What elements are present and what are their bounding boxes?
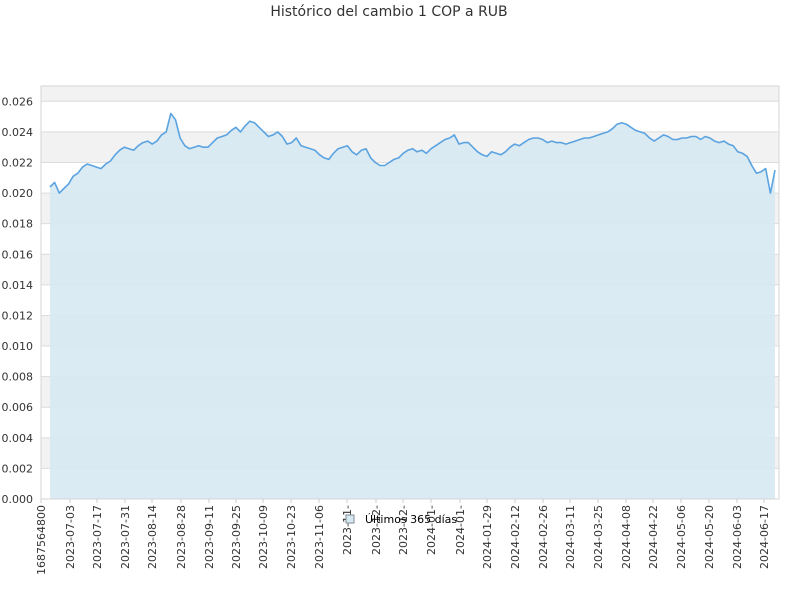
x-tick-label: 2024-04-22 [647, 505, 660, 569]
x-tick-label: 2024-05-06 [675, 505, 688, 569]
chart-title: Histórico del cambio 1 COP a RUB [270, 4, 507, 20]
y-tick-label: 0.016 [2, 248, 34, 261]
series-area-fill [50, 113, 775, 499]
x-axis: 1687564800 2023-07-03 2023-07-17 2023-07-31… [35, 499, 771, 575]
y-tick-label: 0.020 [2, 187, 34, 200]
x-tick-label: 2024-06-03 [731, 505, 744, 569]
x-tick-label: 2024-01- [425, 505, 438, 555]
y-tick-label: 0.022 [2, 156, 34, 169]
x-tick-label: 1687564800 [35, 505, 48, 575]
x-tick-label: 2023-10-09 [257, 505, 270, 569]
series-line [49, 112, 776, 194]
x-tick-label: 2023-08-14 [146, 505, 159, 569]
x-tick-label: 2024-01-29 [481, 505, 494, 569]
x-tick-label: 2024-04-08 [620, 505, 633, 569]
y-tick-label: 0.008 [2, 371, 34, 384]
x-tick-label: 2023-07-17 [91, 505, 104, 569]
x-tick-label: 2024-01- [454, 505, 467, 555]
x-tick-label: 2024-03-11 [564, 505, 577, 569]
x-tick-label: 2024-06-17 [758, 505, 771, 569]
x-tick-label: 2024-03-25 [592, 505, 605, 569]
x-tick-label: 2023-09-11 [203, 505, 216, 569]
legend[interactable]: Últimos 365 días [345, 513, 457, 526]
x-tick-label: 2023-11- [341, 505, 354, 555]
y-axis: 0.000 0.002 0.004 0.006 0.008 0.010 0.012 0.014… [2, 95, 34, 506]
y-tick-label: 0.014 [2, 279, 34, 292]
legend-swatch[interactable] [345, 514, 355, 524]
y-tick-label: 0.002 [2, 462, 34, 475]
x-tick-label: 2023-09-25 [230, 505, 243, 569]
x-tick-label: 2023-08-28 [175, 505, 188, 569]
y-tick-label: 0.010 [2, 340, 34, 353]
series-area [49, 112, 776, 499]
y-tick-label: 0.026 [2, 95, 34, 108]
x-tick-label: 2024-02-26 [537, 505, 550, 569]
y-tick-label: 0.004 [2, 432, 34, 445]
y-tick-label: 0.006 [2, 401, 34, 414]
y-tick-label: 0.024 [2, 126, 34, 139]
y-tick-label: 0.000 [2, 493, 34, 506]
x-tick-label: 2023-11-06 [313, 505, 326, 569]
x-tick-label: 2024-05-20 [703, 505, 716, 569]
x-tick-label: 2024-02-12 [509, 505, 522, 569]
legend-label[interactable]: Últimos 365 días [365, 513, 457, 526]
x-tick-label: 2023-07-31 [119, 505, 132, 569]
x-tick-label: 2023-12- [397, 505, 410, 555]
y-tick-label: 0.012 [2, 309, 34, 322]
x-tick-label: 2023-07-03 [64, 505, 77, 569]
x-tick-label: 2023-12- [370, 505, 383, 555]
plot-frame [40, 85, 780, 500]
y-tick-label: 0.018 [2, 218, 34, 231]
x-tick-label: 2023-10-23 [285, 505, 298, 569]
plot-band [41, 86, 779, 102]
